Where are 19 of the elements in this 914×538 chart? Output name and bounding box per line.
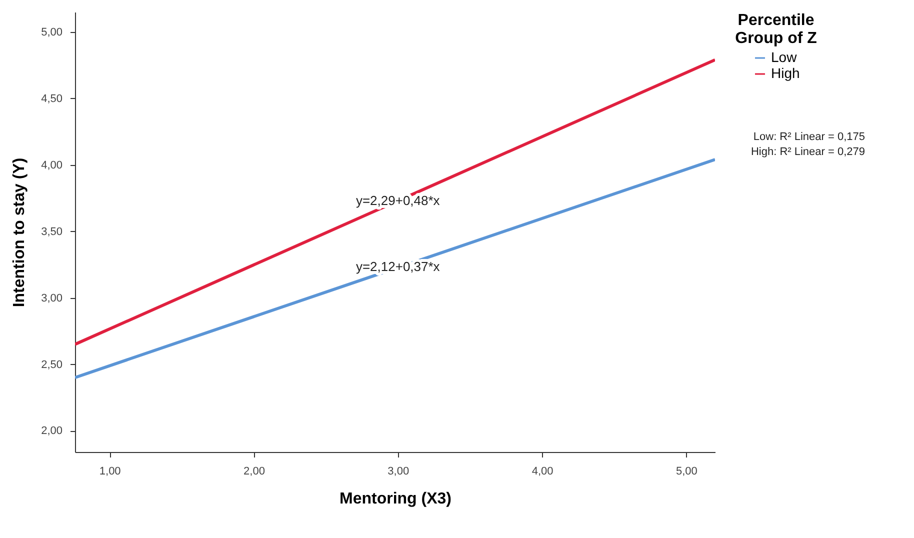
x-tick-label: 5,00 [676, 466, 698, 478]
y-tick-label: 4,00 [41, 159, 62, 172]
text: High: R² Linear = 0,279 [750, 146, 865, 158]
legend-label: Low [771, 49, 798, 65]
x-axis-title: Mentoring (X3) [340, 490, 452, 508]
y-tick-label: 2,00 [41, 425, 62, 438]
y-tick-label: 5,00 [41, 26, 62, 38]
y-tick-label: 3,00 [41, 292, 62, 304]
x-tick-label: 2,00 [244, 466, 265, 478]
x-tick-label: 3,00 [388, 466, 410, 478]
legend-title: Percentile Group of Z [735, 12, 818, 47]
y-axis-title: Intention to stay (Y) [11, 158, 28, 308]
x-tick-label: 1,00 [99, 466, 121, 478]
text: Low: R² Linear = 0,175 [753, 131, 865, 143]
y-tick-label: 3,50 [41, 226, 62, 238]
x-tick-label: 4,00 [532, 466, 554, 478]
y-tick-label: 4,50 [41, 92, 62, 105]
legend-label: High [771, 65, 800, 81]
y-tick-label: 2,50 [41, 358, 62, 371]
